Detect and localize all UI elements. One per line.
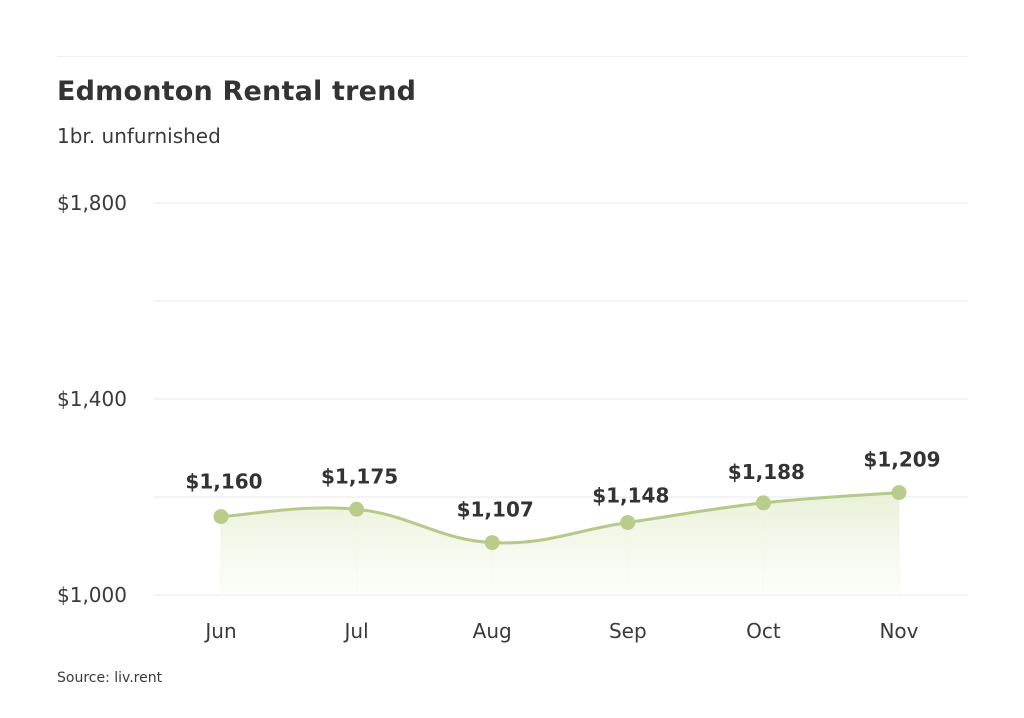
- x-axis-label: Sep: [609, 619, 647, 643]
- x-axis-label: Nov: [879, 619, 918, 643]
- data-point-marker: [891, 485, 907, 501]
- chart-subtitle: 1br. unfurnished: [57, 124, 221, 148]
- chart-title: Edmonton Rental trend: [57, 76, 417, 107]
- x-axis-label: Jul: [343, 619, 369, 643]
- y-axis-labels: $1,000 $1,400 $1,800: [57, 191, 127, 607]
- area-fill: [221, 492, 899, 595]
- x-axis-label: Aug: [473, 619, 512, 643]
- data-markers: [213, 485, 907, 551]
- x-axis-labels: Jun Jul Aug Sep Oct Nov: [203, 619, 918, 643]
- data-point-marker: [484, 535, 500, 551]
- data-label: $1,160: [185, 470, 262, 494]
- data-point-marker: [213, 509, 229, 525]
- trend-line: [220, 491, 900, 545]
- data-label: $1,148: [592, 483, 669, 507]
- y-axis-label: $1,800: [57, 191, 127, 215]
- x-axis-label: Jun: [203, 619, 236, 643]
- y-axis-label: $1,000: [57, 583, 127, 607]
- data-point-marker: [349, 501, 365, 517]
- data-point-marker: [755, 495, 771, 511]
- source-note: Source: liv.rent: [57, 670, 163, 686]
- data-label: $1,175: [321, 464, 398, 488]
- top-divider: [57, 56, 968, 57]
- data-label: $1,107: [457, 498, 534, 522]
- data-label: $1,188: [728, 460, 805, 484]
- data-point-marker: [620, 514, 636, 530]
- y-axis-label: $1,400: [57, 387, 127, 411]
- data-label: $1,209: [863, 448, 940, 472]
- data-labels: $1,160 $1,175 $1,107 $1,148 $1,188 $1,209: [185, 448, 940, 522]
- x-axis-label: Oct: [746, 619, 781, 643]
